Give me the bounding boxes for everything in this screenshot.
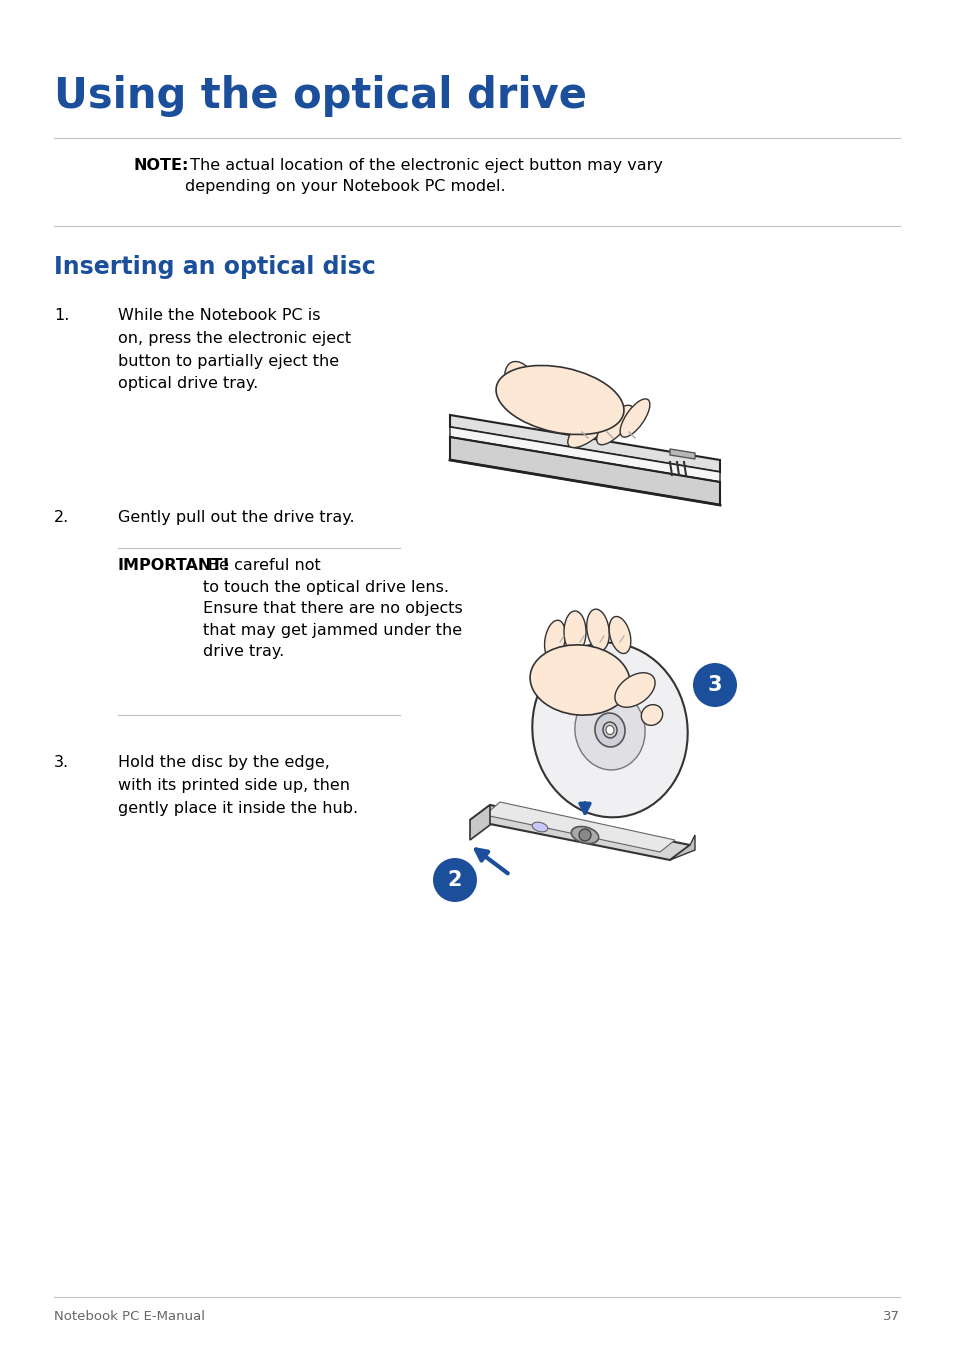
Ellipse shape [605, 725, 614, 734]
Polygon shape [470, 806, 490, 841]
Ellipse shape [504, 362, 538, 409]
Ellipse shape [532, 643, 687, 818]
Polygon shape [484, 802, 675, 851]
Text: 2: 2 [447, 870, 462, 890]
Text: Be careful not
to touch the optical drive lens.
Ensure that there are no objects: Be careful not to touch the optical driv… [203, 558, 462, 659]
Polygon shape [450, 416, 720, 472]
Text: IMPORTANT!: IMPORTANT! [118, 558, 231, 573]
Ellipse shape [544, 620, 565, 660]
Ellipse shape [640, 705, 662, 725]
Ellipse shape [496, 366, 623, 434]
Text: While the Notebook PC is
on, press the electronic eject
button to partially ejec: While the Notebook PC is on, press the e… [118, 308, 351, 391]
Polygon shape [470, 806, 689, 859]
Circle shape [692, 663, 737, 707]
Text: The actual location of the electronic eject button may vary
depending on your No: The actual location of the electronic ej… [185, 157, 662, 194]
Text: 1.: 1. [54, 308, 70, 323]
Text: 3.: 3. [54, 755, 69, 769]
Ellipse shape [571, 826, 598, 843]
Polygon shape [669, 449, 695, 459]
Ellipse shape [596, 405, 633, 445]
Polygon shape [450, 426, 720, 482]
Polygon shape [450, 437, 720, 504]
Text: Gently pull out the drive tray.: Gently pull out the drive tray. [118, 510, 355, 525]
Text: Using the optical drive: Using the optical drive [54, 75, 586, 117]
Text: 3: 3 [707, 675, 721, 695]
Circle shape [433, 858, 476, 902]
Text: NOTE:: NOTE: [133, 157, 190, 174]
Ellipse shape [586, 609, 609, 651]
Ellipse shape [595, 713, 624, 746]
Ellipse shape [532, 822, 547, 831]
Ellipse shape [530, 644, 629, 716]
Ellipse shape [615, 672, 655, 707]
Text: 2.: 2. [54, 510, 70, 525]
Ellipse shape [575, 690, 644, 769]
Text: Inserting an optical disc: Inserting an optical disc [54, 256, 375, 278]
Circle shape [578, 829, 590, 841]
Ellipse shape [619, 399, 649, 437]
Text: Hold the disc by the edge,
with its printed side up, then
gently place it inside: Hold the disc by the edge, with its prin… [118, 755, 357, 815]
FancyArrowPatch shape [476, 850, 507, 873]
Ellipse shape [563, 611, 585, 654]
FancyArrowPatch shape [579, 803, 589, 814]
Text: Notebook PC E-Manual: Notebook PC E-Manual [54, 1310, 205, 1323]
Ellipse shape [602, 722, 617, 738]
Ellipse shape [567, 409, 612, 448]
Ellipse shape [609, 616, 630, 654]
Text: 37: 37 [882, 1310, 899, 1323]
Polygon shape [669, 835, 695, 859]
